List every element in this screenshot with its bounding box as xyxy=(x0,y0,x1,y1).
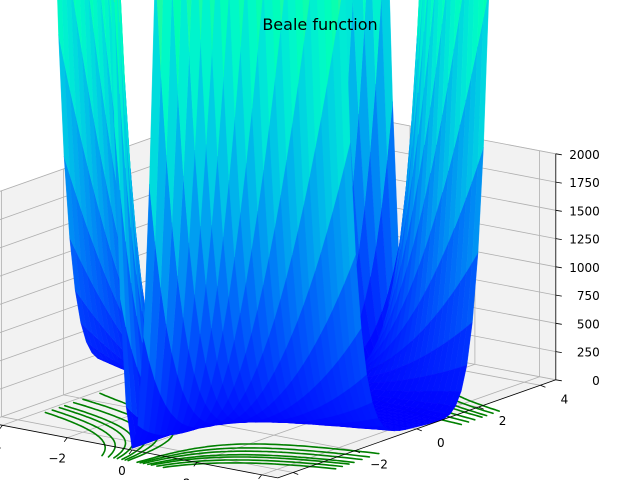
surface-mesh xyxy=(57,0,489,449)
surface-facet xyxy=(104,0,112,93)
y-axis-line xyxy=(277,379,556,479)
surface-facet xyxy=(447,0,456,83)
surface-facet xyxy=(453,0,461,50)
surface-facet xyxy=(435,0,443,68)
surface-facet xyxy=(453,0,465,149)
z-tick-mark xyxy=(555,181,562,184)
x-tick-mark xyxy=(193,462,198,467)
x-tick-label: 2 xyxy=(183,476,191,480)
z-tick-mark xyxy=(555,379,562,382)
z-tick-label: 1000 xyxy=(569,261,600,275)
surface-facet xyxy=(101,0,107,43)
z-tick-label: 2000 xyxy=(569,148,600,162)
surface-facet xyxy=(111,0,121,191)
z-tick-label: 1750 xyxy=(569,176,600,190)
surface-facet xyxy=(417,0,423,60)
surface-facet xyxy=(459,0,470,125)
surface-facet xyxy=(118,0,120,23)
y-tick-mark xyxy=(354,450,361,454)
z-tick-label: 1500 xyxy=(569,204,600,218)
x-tick-mark xyxy=(0,425,3,430)
surface-facet xyxy=(471,0,479,74)
surface-facet xyxy=(424,0,436,145)
surface-facet xyxy=(430,0,439,108)
surface-facet xyxy=(372,0,382,84)
surface-facet xyxy=(465,0,475,101)
surface-facet xyxy=(255,0,263,49)
z-tick-mark xyxy=(555,266,562,269)
surface-facet xyxy=(459,0,462,14)
y-tick-label: −2 xyxy=(370,458,388,472)
surface-facet xyxy=(156,0,163,71)
axes-lines xyxy=(0,153,562,480)
surface-facet xyxy=(186,0,192,52)
surface-facet xyxy=(89,0,95,33)
surface-facet xyxy=(442,0,452,115)
y-tick-label: 0 xyxy=(437,436,445,450)
surface-facet xyxy=(302,0,310,42)
surface-facet xyxy=(238,0,245,47)
y-tick-label: 4 xyxy=(561,392,569,406)
surface-facet xyxy=(362,0,366,29)
x-tick-label: 0 xyxy=(118,464,126,478)
y-tick-mark xyxy=(540,384,546,388)
surface-facet xyxy=(477,0,484,47)
z-tick-label: 500 xyxy=(577,317,600,331)
z-tick-mark xyxy=(555,294,562,297)
x-tick-label: −4 xyxy=(0,439,1,453)
surface-facet xyxy=(477,0,489,165)
z-tick-label: 250 xyxy=(577,346,600,360)
y-tick-label: 2 xyxy=(499,414,507,428)
surface-facet xyxy=(198,0,203,40)
surface-facet xyxy=(418,0,429,135)
y-tick-mark xyxy=(293,472,299,475)
surface-facet xyxy=(423,0,427,32)
surface-facet xyxy=(417,0,426,93)
surface-facet xyxy=(338,0,342,15)
x-tick-mark xyxy=(63,437,68,442)
x-tick-mark xyxy=(128,449,133,455)
surface-facet xyxy=(429,0,435,37)
x-tick-mark xyxy=(258,474,262,480)
y-tick-mark xyxy=(478,406,484,410)
surface-facet xyxy=(417,0,421,39)
surface-facet xyxy=(220,0,229,78)
surface-facet xyxy=(441,0,446,25)
z-tick-label: 0 xyxy=(592,374,600,388)
z-tick-mark xyxy=(555,351,562,353)
surface-facet xyxy=(209,0,215,50)
x-axis-line xyxy=(0,424,278,479)
surface-facet xyxy=(113,0,120,94)
z-tick-mark xyxy=(555,209,562,212)
z-tick-mark xyxy=(555,238,562,240)
surface-facet xyxy=(417,0,420,36)
surface-facet xyxy=(172,0,182,91)
surface-facet xyxy=(113,0,115,3)
z-tick-label: 750 xyxy=(577,289,600,303)
y-tick-mark xyxy=(416,428,422,432)
surface-facet xyxy=(279,0,284,26)
z-tick-label: 1250 xyxy=(569,233,600,247)
surface-facet xyxy=(118,0,126,116)
chart-title: Beale function xyxy=(262,15,377,34)
surface-facet xyxy=(338,0,351,167)
z-tick-mark xyxy=(555,153,562,156)
surface-facet xyxy=(120,0,125,86)
z-tick-mark xyxy=(555,322,562,325)
surface-facet xyxy=(436,0,447,146)
surface-facet xyxy=(160,0,172,155)
x-tick-label: −2 xyxy=(48,452,66,466)
surface-facet xyxy=(423,0,432,88)
surface-facet xyxy=(483,0,488,19)
